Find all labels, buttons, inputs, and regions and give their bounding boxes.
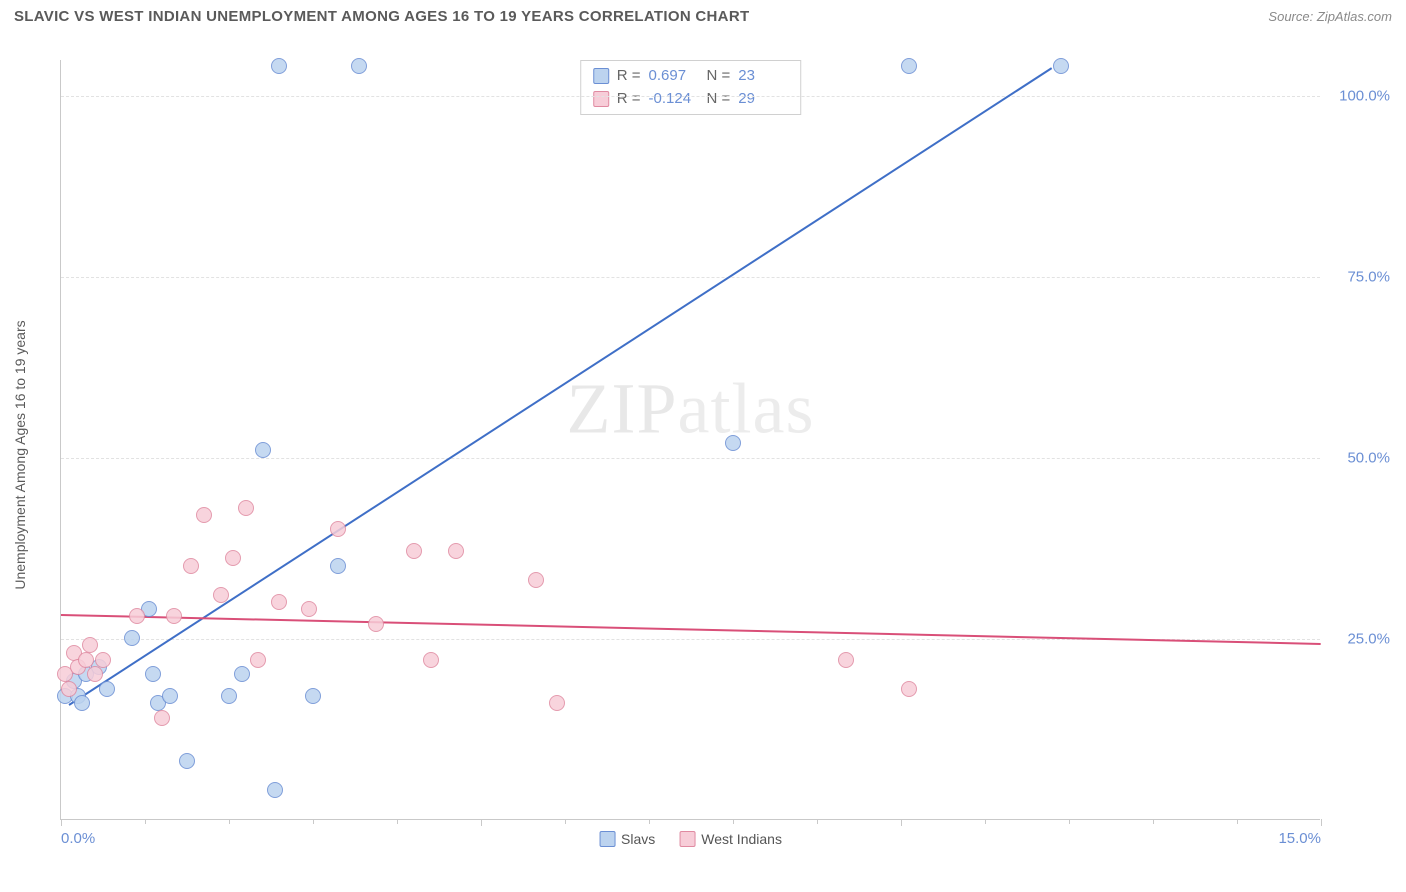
data-point bbox=[196, 507, 212, 523]
correlation-box: R = 0.697 N = 23 R = -0.124 N = 29 bbox=[580, 60, 802, 115]
legend-label: West Indians bbox=[701, 831, 782, 847]
data-point bbox=[351, 58, 367, 74]
n-label: N = bbox=[707, 88, 731, 111]
r-value: 0.697 bbox=[649, 65, 699, 88]
data-point bbox=[549, 695, 565, 711]
series-swatch bbox=[593, 91, 609, 107]
x-tick bbox=[1321, 819, 1322, 826]
watermark-atlas: atlas bbox=[678, 369, 815, 449]
n-value: 29 bbox=[738, 88, 788, 111]
x-tick bbox=[481, 819, 482, 826]
data-point bbox=[406, 543, 422, 559]
data-point bbox=[154, 710, 170, 726]
data-point bbox=[82, 637, 98, 653]
series-swatch bbox=[593, 68, 609, 84]
data-point bbox=[213, 587, 229, 603]
data-point bbox=[129, 608, 145, 624]
data-point bbox=[179, 753, 195, 769]
data-point bbox=[330, 521, 346, 537]
data-point bbox=[301, 601, 317, 617]
r-label: R = bbox=[617, 88, 641, 111]
legend-item: West Indians bbox=[679, 831, 782, 847]
data-point bbox=[1053, 58, 1069, 74]
x-tick-minor bbox=[145, 819, 146, 824]
y-tick-label: 25.0% bbox=[1347, 631, 1390, 648]
data-point bbox=[838, 652, 854, 668]
x-tick-minor bbox=[313, 819, 314, 824]
data-point bbox=[368, 616, 384, 632]
data-point bbox=[221, 688, 237, 704]
gridline bbox=[61, 458, 1320, 459]
watermark: ZIPatlas bbox=[567, 368, 815, 451]
y-tick-label: 75.0% bbox=[1347, 269, 1390, 286]
source-label: Source: bbox=[1268, 9, 1313, 24]
legend: Slavs West Indians bbox=[599, 831, 782, 847]
legend-swatch bbox=[679, 831, 695, 847]
data-point bbox=[305, 688, 321, 704]
data-point bbox=[725, 435, 741, 451]
x-tick-minor bbox=[733, 819, 734, 824]
trend-line bbox=[69, 67, 1053, 706]
r-label: R = bbox=[617, 65, 641, 88]
legend-label: Slavs bbox=[621, 831, 655, 847]
x-tick-minor bbox=[817, 819, 818, 824]
data-point bbox=[901, 681, 917, 697]
data-point bbox=[99, 681, 115, 697]
x-tick-minor bbox=[229, 819, 230, 824]
y-tick-label: 50.0% bbox=[1347, 450, 1390, 467]
data-point bbox=[225, 550, 241, 566]
x-tick-minor bbox=[1237, 819, 1238, 824]
data-point bbox=[238, 500, 254, 516]
source-name: ZipAtlas.com bbox=[1317, 9, 1392, 24]
data-point bbox=[124, 630, 140, 646]
x-tick-minor bbox=[397, 819, 398, 824]
plot-area: ZIPatlas R =0.697N =23R =-0.124N =29 Sla… bbox=[60, 60, 1320, 820]
x-tick-label: 0.0% bbox=[61, 830, 95, 847]
x-tick-minor bbox=[565, 819, 566, 824]
legend-item: Slavs bbox=[599, 831, 655, 847]
x-tick-label: 15.0% bbox=[1278, 830, 1321, 847]
x-tick-minor bbox=[985, 819, 986, 824]
data-point bbox=[95, 652, 111, 668]
data-point bbox=[528, 572, 544, 588]
correlation-row: R = 0.697 N = 23 bbox=[593, 65, 789, 88]
data-point bbox=[61, 681, 77, 697]
x-tick-minor bbox=[1153, 819, 1154, 824]
chart-container: Unemployment Among Ages 16 to 19 years Z… bbox=[50, 40, 1390, 870]
watermark-zip: ZIP bbox=[567, 369, 678, 449]
y-axis-label: Unemployment Among Ages 16 to 19 years bbox=[12, 320, 28, 589]
data-point bbox=[448, 543, 464, 559]
data-point bbox=[74, 695, 90, 711]
n-value: 23 bbox=[738, 65, 788, 88]
data-point bbox=[267, 782, 283, 798]
gridline bbox=[61, 277, 1320, 278]
x-tick bbox=[61, 819, 62, 826]
data-point bbox=[901, 58, 917, 74]
x-tick bbox=[901, 819, 902, 826]
data-point bbox=[87, 666, 103, 682]
data-point bbox=[255, 442, 271, 458]
data-point bbox=[145, 666, 161, 682]
correlation-row: R = -0.124 N = 29 bbox=[593, 88, 789, 111]
x-tick-minor bbox=[1069, 819, 1070, 824]
legend-swatch bbox=[599, 831, 615, 847]
r-value: -0.124 bbox=[649, 88, 699, 111]
gridline bbox=[61, 96, 1320, 97]
y-tick-label: 100.0% bbox=[1339, 88, 1390, 105]
chart-title: SLAVIC VS WEST INDIAN UNEMPLOYMENT AMONG… bbox=[14, 8, 749, 25]
data-point bbox=[250, 652, 266, 668]
data-point bbox=[330, 558, 346, 574]
data-point bbox=[166, 608, 182, 624]
data-point bbox=[234, 666, 250, 682]
source-attribution: Source: ZipAtlas.com bbox=[1268, 9, 1392, 24]
data-point bbox=[162, 688, 178, 704]
data-point bbox=[271, 594, 287, 610]
data-point bbox=[78, 652, 94, 668]
data-point bbox=[183, 558, 199, 574]
n-label: N = bbox=[707, 65, 731, 88]
data-point bbox=[271, 58, 287, 74]
x-tick-minor bbox=[649, 819, 650, 824]
data-point bbox=[423, 652, 439, 668]
